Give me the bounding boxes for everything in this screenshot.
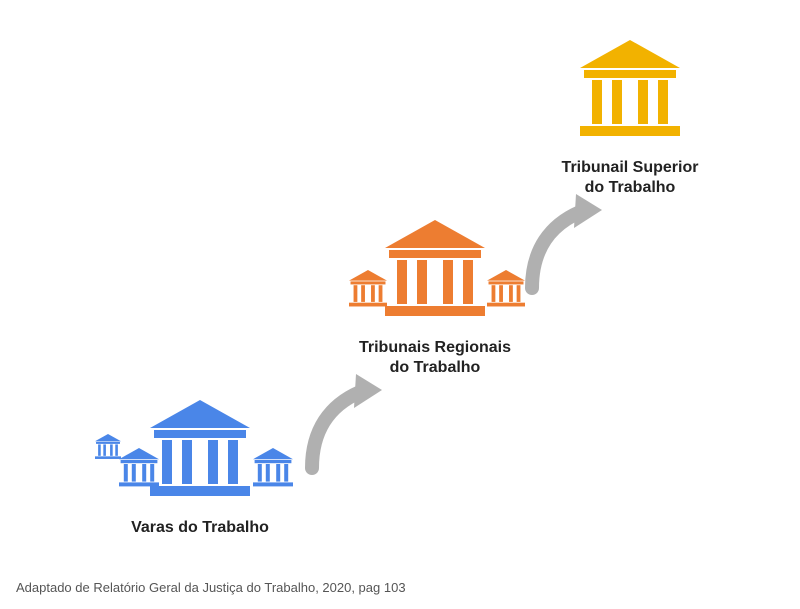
label-tribunal-superior: Tribunail Superior do Trabalho bbox=[545, 158, 715, 198]
node-varas-do-trabalho: Varas do Trabalho bbox=[85, 400, 315, 538]
label-varas-do-trabalho: Varas do Trabalho bbox=[85, 518, 315, 538]
node-tribunal-superior: Tribunail Superior do Trabalho bbox=[545, 40, 715, 198]
court-icon-level3 bbox=[545, 40, 715, 150]
node-tribunais-regionais: Tribunais Regionais do Trabalho bbox=[335, 220, 535, 378]
label-tribunais-regionais: Tribunais Regionais do Trabalho bbox=[335, 338, 535, 378]
diagram-stage: Varas do Trabalho bbox=[0, 0, 800, 609]
court-icon-cluster-level2 bbox=[335, 220, 535, 330]
court-icon-cluster-level1 bbox=[85, 400, 315, 510]
caption-source: Adaptado de Relatório Geral da Justiça d… bbox=[16, 580, 406, 595]
